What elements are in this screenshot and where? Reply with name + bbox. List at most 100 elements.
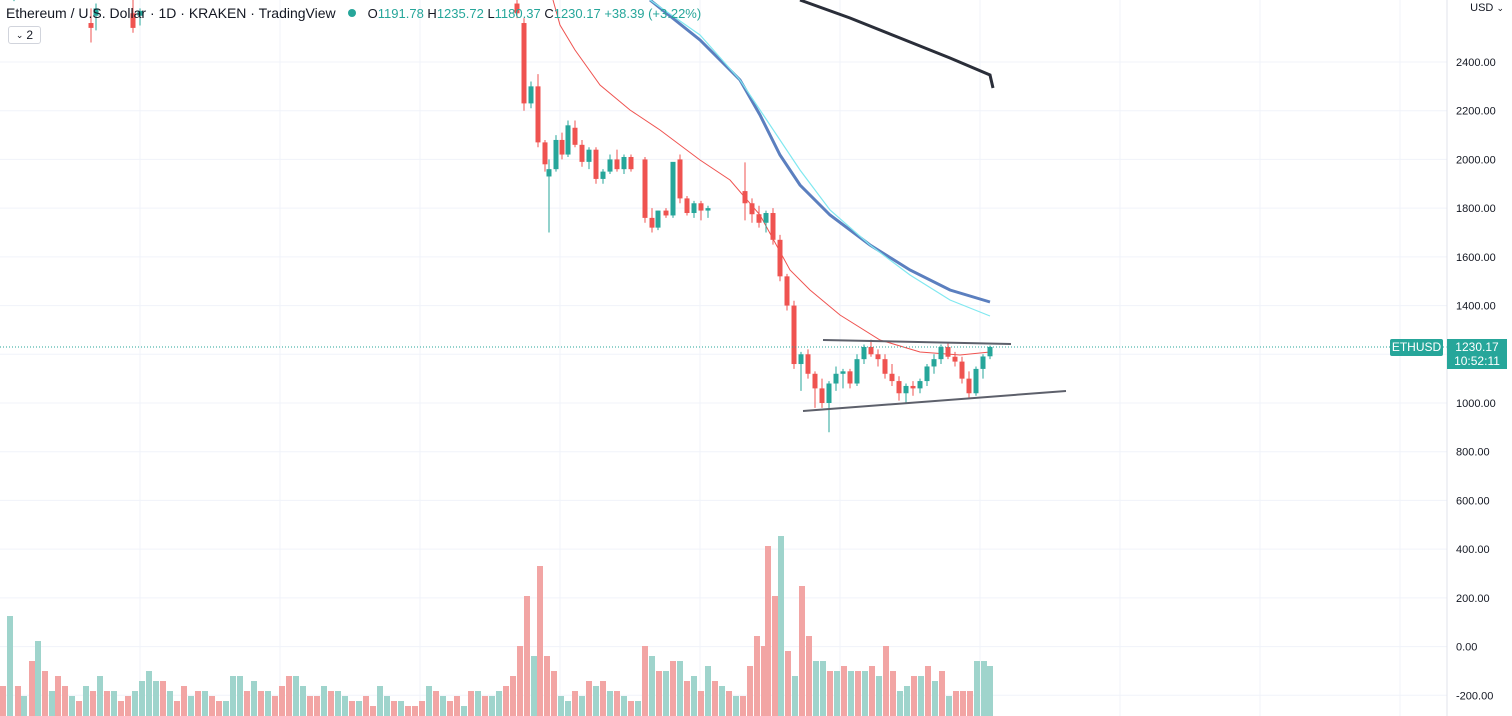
candle-body xyxy=(742,191,748,204)
volume-bar xyxy=(300,686,306,716)
volume-bar xyxy=(55,676,61,716)
volume-bar xyxy=(806,636,812,716)
volume-bar xyxy=(160,681,166,716)
symbol-price-tag: ETHUSD xyxy=(1390,339,1443,356)
volume-bar xyxy=(35,641,41,716)
volume-bar xyxy=(384,696,390,716)
candle-body xyxy=(987,346,993,357)
volume-bar xyxy=(433,691,439,716)
volume-bar xyxy=(572,691,578,716)
indicators-toggle-button[interactable]: ⌄ 2 xyxy=(8,26,41,44)
price-tick-label: -200.00 xyxy=(1456,690,1493,702)
symbol-title[interactable]: Ethereum / U.S. Dollar · 1D · KRAKEN · T… xyxy=(6,5,336,21)
candle-body xyxy=(621,156,627,170)
candle-body xyxy=(847,371,853,384)
volume-bar xyxy=(883,646,889,716)
volume-bar xyxy=(237,676,243,716)
support-trendline[interactable] xyxy=(802,390,1067,412)
volume-bar xyxy=(69,696,75,716)
volume-bar xyxy=(754,636,760,716)
price-axis[interactable]: 2400.00 2200.00 2000.00 1800.00 1600.00 1400.… xyxy=(1456,57,1496,702)
volume-bar xyxy=(279,686,285,716)
candle-body xyxy=(628,156,634,170)
volume-bar xyxy=(29,661,35,716)
volume-bar xyxy=(461,706,467,716)
candle-body xyxy=(614,159,620,170)
volume-bar xyxy=(286,676,292,716)
candle-body xyxy=(952,356,958,362)
candle-body xyxy=(88,23,94,28)
candle-body xyxy=(854,359,860,384)
candle-body xyxy=(959,361,965,379)
close-value: 1230.17 xyxy=(553,5,601,21)
volume-bar xyxy=(132,691,138,716)
volume-bar xyxy=(482,696,488,716)
last-price-value: 1230.17 xyxy=(1455,340,1499,354)
candle-body xyxy=(684,198,690,214)
candle-body xyxy=(749,203,755,215)
price-tick-label: 1000.00 xyxy=(1456,398,1496,410)
volume-bar xyxy=(349,701,355,716)
candle-body xyxy=(966,378,972,394)
volume-bar xyxy=(649,656,655,716)
volume-bar xyxy=(307,696,313,716)
volume-bar xyxy=(960,691,966,716)
resistance-trendline[interactable] xyxy=(822,339,1012,345)
volume-bar xyxy=(111,691,117,716)
volume-bar xyxy=(827,671,833,716)
trendlines[interactable] xyxy=(802,339,1067,412)
volume-bar xyxy=(272,696,278,716)
price-tick-label: 600.00 xyxy=(1456,495,1490,507)
volume-bar xyxy=(953,691,959,716)
volume-bar xyxy=(918,676,924,716)
volume-bar xyxy=(897,691,903,716)
volume-bar xyxy=(21,696,27,716)
volume-bar xyxy=(967,691,973,716)
volume-bar xyxy=(614,691,620,716)
market-status-dot xyxy=(347,9,356,17)
volume-bar xyxy=(855,671,861,716)
volume-bar xyxy=(454,696,460,716)
volume-bar xyxy=(876,676,882,716)
volume-bar xyxy=(607,691,613,716)
volume-bar xyxy=(862,671,868,716)
chevron-down-icon: ⌄ xyxy=(15,29,24,40)
currency-selector[interactable]: USD ⌄ xyxy=(1470,2,1504,14)
candle-body xyxy=(903,385,909,394)
volume-bar xyxy=(712,681,718,716)
ohlc-values: O1191.78 H1235.72 L1180.37 C1230.17 +38.… xyxy=(368,6,702,21)
volume-bar xyxy=(230,676,236,716)
volume-bar xyxy=(510,676,516,716)
volume-bar xyxy=(377,686,383,716)
volume-bar xyxy=(635,701,641,716)
volume-bar xyxy=(328,691,334,716)
candle-body xyxy=(698,203,704,211)
volume-bar xyxy=(321,686,327,716)
volume-bar xyxy=(216,701,222,716)
volume-bar xyxy=(670,661,676,716)
candle-body xyxy=(875,354,881,360)
volume-bar xyxy=(684,681,690,716)
low-value: 1180.37 xyxy=(494,5,541,21)
price-tick-label: 1800.00 xyxy=(1456,203,1496,215)
volume-bar xyxy=(726,691,732,716)
close-label: C xyxy=(544,5,554,21)
volume-bar xyxy=(398,701,404,716)
candle-body xyxy=(705,208,711,211)
candle-body xyxy=(130,13,136,28)
open-label: O xyxy=(367,5,378,21)
volume-bar xyxy=(524,596,530,716)
price-tick-label: 400.00 xyxy=(1456,544,1490,556)
volume-bar xyxy=(468,691,474,716)
candle-body xyxy=(945,346,951,357)
moving-averages xyxy=(552,0,995,356)
candle-body xyxy=(917,381,923,389)
candle-body xyxy=(514,3,520,14)
volume-bar xyxy=(911,676,917,716)
candle-body xyxy=(642,159,648,218)
volume-bar xyxy=(83,686,89,716)
candle-body xyxy=(805,354,811,374)
volume-bar xyxy=(7,616,13,716)
volume-bar xyxy=(447,701,453,716)
